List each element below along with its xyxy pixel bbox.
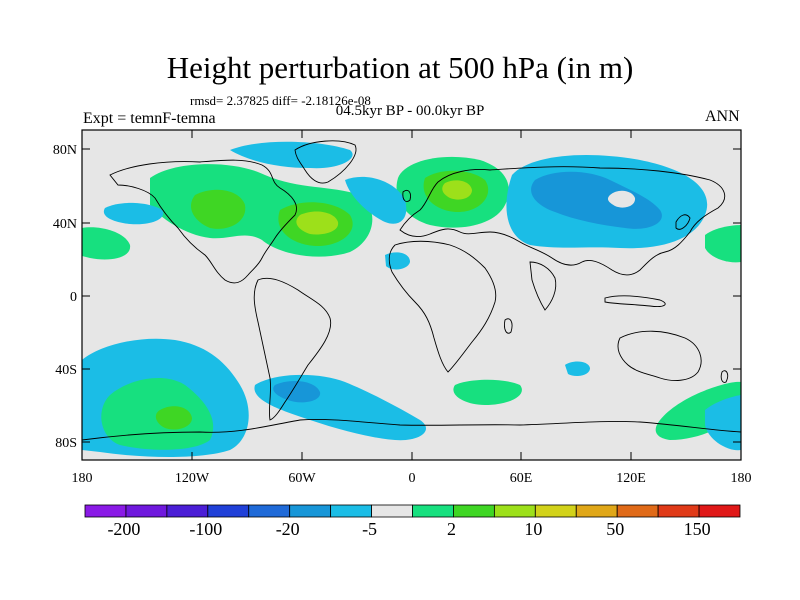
- coastline-new-zealand: [720, 370, 729, 383]
- lat-label: 80N: [53, 143, 77, 158]
- contour-negative-north-atlantic: [345, 176, 407, 224]
- colorbar-label: 150: [684, 519, 711, 539]
- colorbar-label: -100: [189, 519, 222, 539]
- lat-label: 40N: [53, 217, 77, 232]
- colorbar-swatch: [493, 504, 536, 518]
- coastline-antarctica: [82, 419, 741, 441]
- contour-medium-asia: [531, 171, 662, 229]
- colorbar-swatch: [207, 504, 250, 518]
- coastline-madagascar: [504, 318, 513, 334]
- contour-negative-caribbean: [385, 252, 410, 270]
- colorbar-label: 50: [606, 519, 624, 539]
- colorbar-label: 10: [524, 519, 542, 539]
- lon-label: 60E: [510, 471, 533, 486]
- colorbar-swatch: [289, 504, 332, 518]
- colorbar-swatch: [125, 504, 168, 518]
- contour-medium-south-atlantic: [273, 380, 321, 403]
- lat-label: 40S: [55, 363, 77, 378]
- coastline-north-america: [109, 159, 297, 284]
- contour-positive-south-atlantic: [453, 379, 522, 405]
- contour-negative-indian-ocean: [565, 361, 590, 376]
- contour-neutral-hole-asia: [607, 190, 636, 208]
- lon-label: 120W: [175, 471, 210, 486]
- coastline-indonesia: [604, 295, 666, 307]
- lat-label: 0: [70, 290, 77, 305]
- coastlines: [82, 140, 741, 441]
- contour-strong-south-pacific: [155, 406, 192, 430]
- colorbar-swatch: [412, 504, 454, 518]
- colorbar-swatch: [534, 504, 577, 518]
- coastline-india: [529, 261, 557, 311]
- colorbar: -200 -100 -20 -5 2 10 50 150: [84, 504, 741, 539]
- lat-label: 80S: [55, 436, 77, 451]
- coastline-uk: [402, 189, 411, 203]
- colorbar-swatch: [166, 504, 209, 518]
- colorbar-swatch: [248, 504, 291, 518]
- coastline-south-america: [253, 277, 332, 421]
- coastline-europe-asia: [399, 166, 726, 276]
- colorbar-label: -20: [276, 519, 300, 539]
- colorbar-label: -200: [107, 519, 140, 539]
- colorbar-swatch: [371, 504, 413, 518]
- contour-positive-west-pacific: [82, 227, 131, 260]
- colorbar-label: -5: [362, 519, 377, 539]
- experiment-label: Expt = temnF-temna: [83, 110, 216, 127]
- contour-negative-arctic: [230, 141, 353, 169]
- colorbar-swatch: [616, 504, 659, 518]
- colorbar-swatch: [657, 504, 700, 518]
- contour-positive-east-pacific: [705, 225, 741, 263]
- coastline-australia: [617, 330, 702, 381]
- lon-label: 120E: [616, 471, 646, 486]
- lon-label: 180: [731, 471, 752, 486]
- coastline-japan: [675, 214, 691, 230]
- coastline-greenland: [294, 140, 357, 184]
- stats-label: rmsd= 2.37825 diff= -2.18126e-08: [190, 93, 371, 108]
- coastline-africa: [388, 240, 497, 373]
- contour-negative-southeast-pacific: [705, 395, 741, 451]
- plot-title: Height perturbation at 500 hPa (in m): [166, 50, 634, 85]
- lon-label: 0: [409, 471, 416, 486]
- colorbar-swatch: [330, 504, 372, 518]
- colorbar-swatch: [698, 504, 741, 518]
- axis-ticks: 80N 40N 0 40S 80S 180 120W 60W 0 60E 120E 180: [53, 130, 752, 486]
- season-label: ANN: [705, 108, 740, 125]
- colorbar-swatch: [453, 504, 495, 518]
- colorbar-swatch: [575, 504, 618, 518]
- period-label: 04.5kyr BP - 00.0kyr BP: [335, 103, 485, 119]
- contour-peak-europe: [442, 180, 472, 200]
- lon-label: 60W: [288, 471, 316, 486]
- contour-peak-atlantic: [296, 211, 339, 235]
- colorbar-label: 2: [447, 519, 456, 539]
- contour-strong-north-america: [190, 189, 246, 229]
- lon-label: 180: [72, 471, 93, 486]
- colorbar-swatch: [84, 504, 127, 518]
- contour-negative-north-pacific: [103, 202, 164, 225]
